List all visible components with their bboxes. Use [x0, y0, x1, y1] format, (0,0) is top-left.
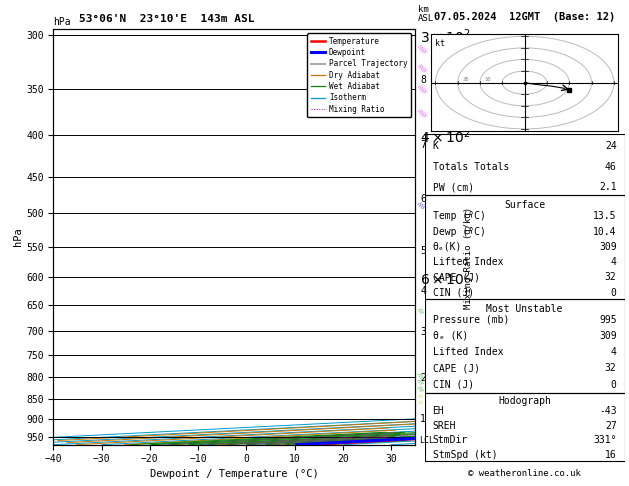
Text: 07.05.2024  12GMT  (Base: 12): 07.05.2024 12GMT (Base: 12)	[434, 12, 615, 22]
Text: km
ASL: km ASL	[418, 5, 435, 23]
X-axis label: Dewpoint / Temperature (°C): Dewpoint / Temperature (°C)	[150, 469, 319, 479]
Text: 32: 32	[605, 363, 616, 373]
Text: 2.1: 2.1	[599, 182, 616, 192]
Text: Temp (°C): Temp (°C)	[433, 211, 486, 222]
Text: 309: 309	[599, 331, 616, 341]
Text: CAPE (J): CAPE (J)	[433, 363, 479, 373]
Text: ///: ///	[416, 384, 423, 392]
Text: //: //	[416, 393, 423, 399]
Y-axis label: hPa: hPa	[13, 227, 23, 246]
Text: Surface: Surface	[504, 200, 545, 209]
Text: 4: 4	[611, 347, 616, 357]
Text: Dewp (°C): Dewp (°C)	[433, 226, 486, 237]
Text: PW (cm): PW (cm)	[433, 182, 474, 192]
Text: /////: /////	[416, 84, 426, 94]
Text: Most Unstable: Most Unstable	[486, 304, 563, 313]
Text: CIN (J): CIN (J)	[433, 380, 474, 389]
Bar	[425, 134, 625, 195]
Text: StmDir: StmDir	[433, 435, 468, 445]
Text: SREH: SREH	[433, 420, 456, 431]
Text: LCL: LCL	[420, 436, 434, 445]
Text: Lifted Index: Lifted Index	[433, 257, 503, 267]
Text: 32: 32	[605, 273, 616, 282]
Text: 10: 10	[484, 77, 491, 83]
Text: Hodograph: Hodograph	[498, 396, 551, 406]
Text: 10.4: 10.4	[593, 226, 616, 237]
Text: 53°06'N  23°10'E  143m ASL: 53°06'N 23°10'E 143m ASL	[79, 14, 254, 24]
Text: © weatheronline.co.uk: © weatheronline.co.uk	[468, 469, 581, 478]
Text: 24: 24	[605, 141, 616, 151]
Legend: Temperature, Dewpoint, Parcel Trajectory, Dry Adiabat, Wet Adiabat, Isotherm, Mi: Temperature, Dewpoint, Parcel Trajectory…	[308, 33, 411, 117]
Text: Mixing Ratio (g/kg): Mixing Ratio (g/kg)	[464, 207, 473, 309]
Text: 16: 16	[605, 450, 616, 460]
Text: ////: ////	[416, 200, 425, 209]
Text: CIN (J): CIN (J)	[433, 288, 474, 297]
Bar	[425, 393, 625, 461]
Text: Lifted Index: Lifted Index	[433, 347, 503, 357]
Text: StmSpd (kt): StmSpd (kt)	[433, 450, 497, 460]
Text: 27: 27	[605, 420, 616, 431]
Text: 46: 46	[605, 161, 616, 172]
Text: kt: kt	[435, 39, 445, 48]
Text: 331°: 331°	[593, 435, 616, 445]
Text: -43: -43	[599, 406, 616, 416]
Text: K: K	[433, 141, 438, 151]
Text: ///: ///	[416, 372, 423, 379]
Text: EH: EH	[433, 406, 444, 416]
Text: 0: 0	[611, 380, 616, 389]
Text: ///: ///	[416, 378, 423, 385]
Text: Pressure (mb): Pressure (mb)	[433, 314, 509, 325]
Text: 20: 20	[462, 77, 469, 83]
Bar	[425, 299, 625, 393]
Text: 4: 4	[611, 257, 616, 267]
Text: //: //	[416, 399, 423, 405]
Bar	[425, 195, 625, 299]
Text: ///: ///	[416, 307, 423, 314]
Text: /////: /////	[416, 108, 426, 118]
Text: /////: /////	[416, 63, 426, 73]
Text: 13.5: 13.5	[593, 211, 616, 222]
Text: 309: 309	[599, 242, 616, 252]
Text: CAPE (J): CAPE (J)	[433, 273, 479, 282]
Text: 0: 0	[611, 288, 616, 297]
Text: θₑ(K): θₑ(K)	[433, 242, 462, 252]
Text: 995: 995	[599, 314, 616, 325]
Text: Totals Totals: Totals Totals	[433, 161, 509, 172]
Text: θₑ (K): θₑ (K)	[433, 331, 468, 341]
Text: /////: /////	[416, 44, 426, 54]
Text: hPa: hPa	[53, 17, 71, 27]
